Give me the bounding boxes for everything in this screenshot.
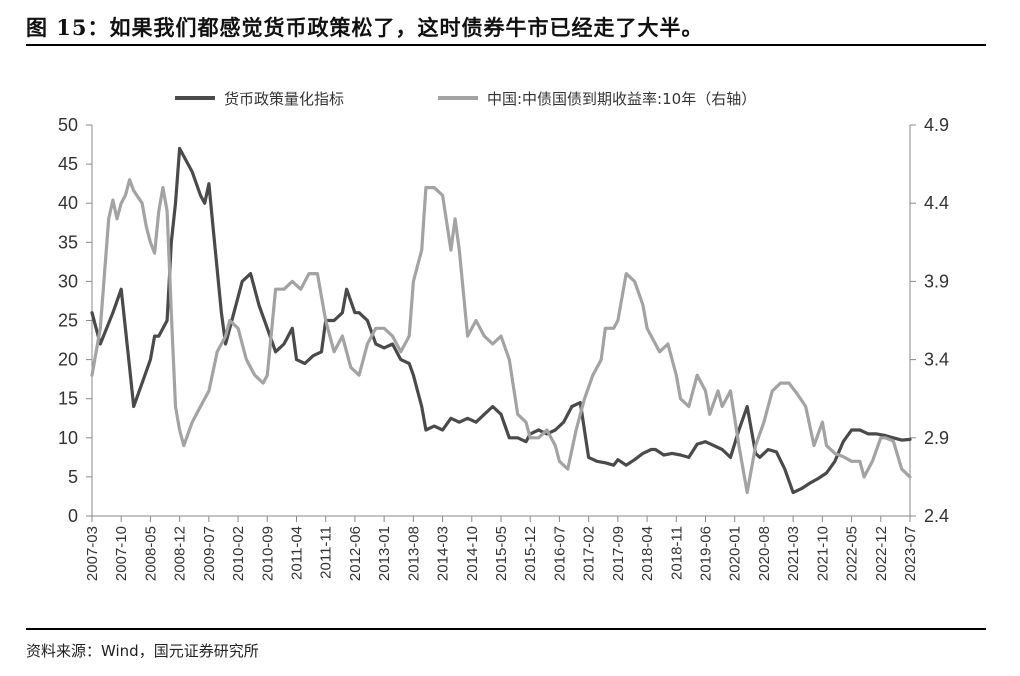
x-tick-label: 2008-05	[142, 526, 159, 581]
x-tick-label: 2014-03	[435, 526, 452, 581]
x-tick-label: 2018-04	[639, 526, 656, 581]
x-tick-label: 2020-08	[756, 526, 773, 581]
left-tick-label: 20	[58, 350, 78, 370]
right-tick-label: 4.9	[924, 115, 949, 135]
right-tick-label: 4.4	[924, 193, 949, 213]
x-tick-label: 2022-12	[873, 526, 890, 581]
left-tick-label: 40	[58, 193, 78, 213]
x-tick-label: 2010-02	[230, 526, 247, 581]
left-tick-label: 45	[58, 154, 78, 174]
source-rule	[26, 628, 986, 630]
left-tick-label: 25	[58, 311, 78, 331]
x-tick-label: 2010-09	[259, 526, 276, 581]
right-tick-label: 3.4	[924, 350, 949, 370]
right-tick-label: 3.9	[924, 271, 949, 291]
axes: 0 5 10 15 20 25 30 35 40 45 50 2.4 2.9 3.4 3.9 4.4 4.9 20…	[58, 115, 949, 581]
x-tick-label: 2009-07	[201, 526, 218, 581]
series-line-bond-yield	[90, 178, 912, 495]
x-tick-label: 2022-05	[844, 526, 861, 581]
x-tick-label: 2011-04	[289, 526, 306, 580]
legend-label-policy: 货币政策量化指标	[224, 90, 344, 108]
left-tick-label: 0	[68, 506, 78, 526]
x-tick-label: 2011-11	[318, 526, 335, 579]
title-rule	[26, 44, 986, 46]
right-tick-label: 2.9	[924, 428, 949, 448]
x-tick-label: 2020-01	[727, 526, 744, 581]
x-tick-label: 2012-06	[347, 526, 364, 581]
series-layer	[90, 146, 912, 495]
left-tick-label: 5	[68, 467, 78, 487]
x-tick-label: 2015-05	[493, 526, 510, 581]
series-line-policy-index	[90, 146, 912, 495]
left-tick-label: 50	[58, 115, 78, 135]
x-tick-label: 2017-09	[610, 526, 627, 581]
x-tick-label: 2015-12	[522, 526, 539, 581]
left-tick-label: 10	[58, 428, 78, 448]
source-note: 资料来源：Wind，国元证券研究所	[26, 642, 259, 660]
x-tick-label: 2013-08	[405, 526, 422, 581]
x-tick-label: 2018-11	[668, 526, 685, 580]
x-tick-label: 2016-07	[551, 526, 568, 581]
x-tick-label: 2014-10	[464, 526, 481, 581]
x-tick-label: 2017-02	[581, 526, 598, 581]
left-tick-label: 35	[58, 232, 78, 252]
x-tick-label: 2023-07	[902, 526, 919, 581]
x-tick-label: 2008-12	[172, 526, 189, 581]
figure-title: 图 15：如果我们都感觉货币政策松了，这时债券牛市已经走了大半。	[26, 15, 704, 40]
legend: 货币政策量化指标 中国:中债国债到期收益率:10年（右轴）	[175, 90, 756, 108]
x-tick-label: 2007-03	[84, 526, 101, 581]
legend-label-yield: 中国:中债国债到期收益率:10年（右轴）	[487, 90, 756, 108]
left-tick-label: 15	[58, 389, 78, 409]
x-tick-label: 2021-03	[785, 526, 802, 581]
left-tick-label: 30	[58, 271, 78, 291]
x-tick-label: 2007-10	[113, 526, 130, 581]
right-tick-label: 2.4	[924, 506, 949, 526]
x-tick-label: 2013-01	[376, 526, 393, 581]
x-tick-label: 2021-10	[814, 526, 831, 581]
x-tick-label: 2019-06	[698, 526, 715, 581]
